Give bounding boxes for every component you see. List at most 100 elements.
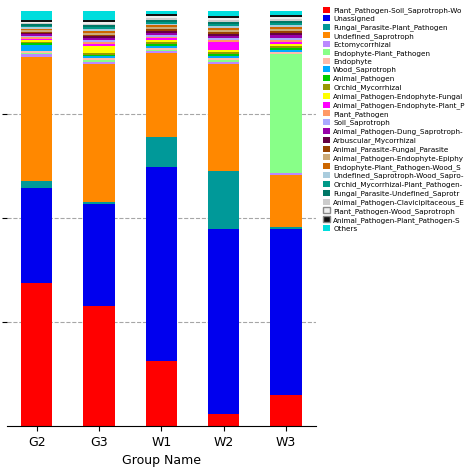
- Bar: [271, 44, 301, 46]
- Bar: [271, 40, 301, 42]
- Bar: [146, 53, 177, 137]
- Bar: [271, 27, 301, 29]
- Bar: [271, 19, 301, 21]
- Bar: [208, 55, 239, 56]
- Bar: [21, 53, 52, 55]
- Bar: [21, 10, 52, 20]
- Bar: [146, 10, 177, 14]
- Bar: [271, 48, 301, 50]
- Bar: [271, 21, 301, 23]
- Bar: [208, 50, 239, 53]
- Bar: [146, 33, 177, 35]
- Bar: [271, 229, 301, 395]
- Bar: [208, 26, 239, 28]
- Bar: [271, 227, 301, 229]
- Bar: [146, 137, 177, 166]
- Bar: [83, 29, 115, 31]
- Bar: [21, 27, 52, 29]
- Bar: [21, 30, 52, 32]
- Bar: [146, 46, 177, 48]
- Bar: [208, 171, 239, 229]
- Bar: [146, 26, 177, 27]
- Bar: [21, 36, 52, 37]
- Bar: [208, 10, 239, 17]
- Bar: [83, 58, 115, 60]
- Bar: [21, 37, 52, 39]
- Bar: [271, 175, 301, 227]
- Bar: [83, 64, 115, 202]
- Bar: [83, 33, 115, 35]
- Bar: [83, 26, 115, 27]
- Bar: [208, 64, 239, 171]
- Bar: [21, 51, 52, 53]
- Bar: [271, 42, 301, 44]
- Bar: [21, 57, 52, 181]
- Bar: [83, 22, 115, 24]
- Bar: [146, 36, 177, 38]
- Bar: [146, 22, 177, 24]
- Bar: [21, 25, 52, 26]
- Bar: [208, 36, 239, 38]
- Bar: [83, 38, 115, 40]
- Bar: [271, 23, 301, 25]
- Bar: [271, 46, 301, 48]
- Bar: [83, 40, 115, 42]
- Bar: [21, 23, 52, 25]
- Bar: [271, 36, 301, 37]
- Bar: [83, 31, 115, 33]
- Bar: [83, 55, 115, 56]
- Bar: [21, 188, 52, 283]
- Bar: [208, 229, 239, 414]
- Bar: [146, 27, 177, 29]
- Bar: [271, 54, 301, 173]
- Bar: [271, 173, 301, 175]
- Bar: [146, 16, 177, 18]
- Bar: [146, 31, 177, 33]
- Bar: [83, 10, 115, 20]
- Bar: [271, 31, 301, 33]
- Bar: [208, 30, 239, 32]
- Bar: [83, 24, 115, 26]
- Bar: [271, 395, 301, 426]
- Legend: Plant_Pathogen-Soil_Saprotroph-Wo, Unassigned, Fungal_Parasite-Plant_Pathogen, U: Plant_Pathogen-Soil_Saprotroph-Wo, Unass…: [322, 6, 466, 232]
- Bar: [83, 35, 115, 36]
- Bar: [146, 51, 177, 53]
- Bar: [83, 202, 115, 204]
- Bar: [208, 34, 239, 36]
- Bar: [83, 53, 115, 55]
- Bar: [146, 20, 177, 22]
- Bar: [21, 22, 52, 23]
- Bar: [146, 24, 177, 26]
- Bar: [83, 20, 115, 22]
- Bar: [83, 46, 115, 53]
- Bar: [271, 33, 301, 36]
- Bar: [21, 55, 52, 57]
- Bar: [208, 42, 239, 50]
- Bar: [146, 48, 177, 49]
- Bar: [208, 17, 239, 18]
- Bar: [21, 35, 52, 36]
- Bar: [208, 32, 239, 34]
- Bar: [146, 40, 177, 42]
- Bar: [83, 62, 115, 64]
- Bar: [208, 53, 239, 55]
- Bar: [83, 204, 115, 306]
- Bar: [21, 181, 52, 188]
- Bar: [271, 15, 301, 17]
- Bar: [83, 56, 115, 58]
- Bar: [21, 29, 52, 30]
- Bar: [271, 52, 301, 54]
- Bar: [208, 60, 239, 62]
- Bar: [208, 62, 239, 64]
- Bar: [208, 18, 239, 20]
- Bar: [146, 49, 177, 51]
- Bar: [21, 39, 52, 40]
- Bar: [21, 45, 52, 51]
- Bar: [146, 29, 177, 31]
- Bar: [21, 40, 52, 42]
- Bar: [208, 414, 239, 426]
- Bar: [21, 42, 52, 43]
- Bar: [208, 40, 239, 42]
- Bar: [271, 10, 301, 15]
- Bar: [146, 166, 177, 361]
